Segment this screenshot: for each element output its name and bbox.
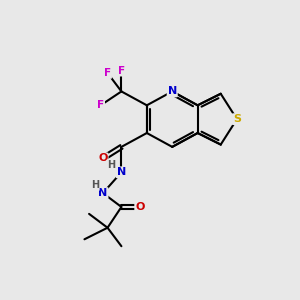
Text: N: N [168, 86, 177, 96]
Text: H: H [91, 180, 99, 190]
Text: F: F [118, 66, 125, 76]
Text: F: F [97, 100, 104, 110]
Text: O: O [98, 153, 108, 164]
Text: S: S [233, 114, 241, 124]
Text: N: N [98, 188, 108, 198]
Text: H: H [107, 160, 115, 170]
Text: N: N [117, 167, 126, 177]
Text: F: F [104, 68, 111, 78]
Text: O: O [135, 202, 145, 212]
